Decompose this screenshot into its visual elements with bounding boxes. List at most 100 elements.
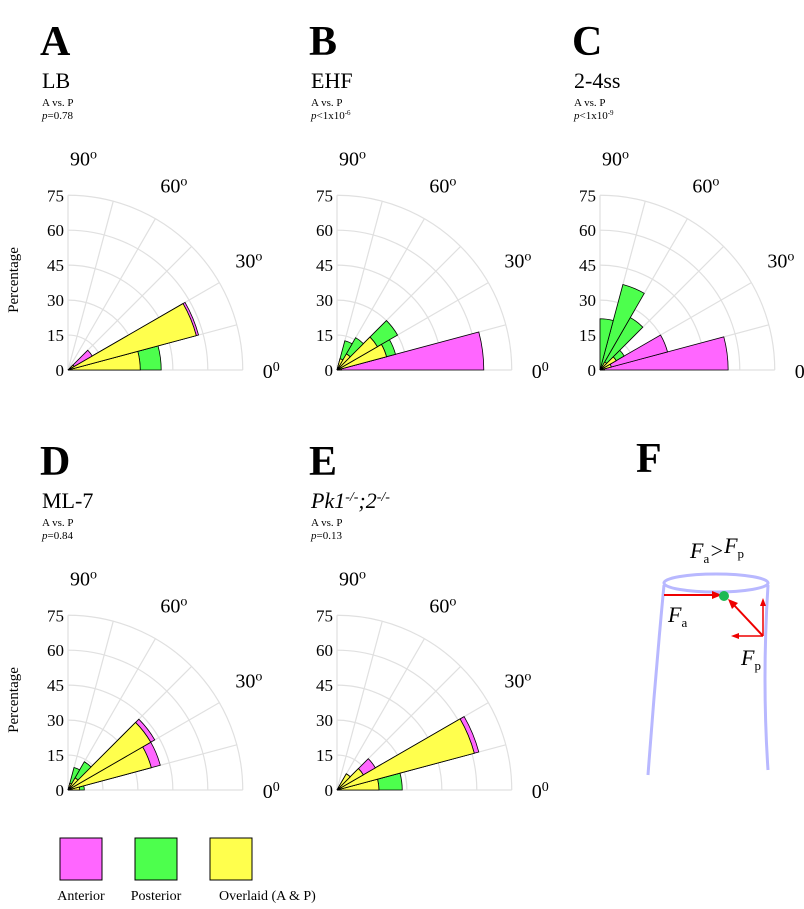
- angle-sup: o: [359, 567, 366, 582]
- angle-label: 30o: [235, 249, 262, 273]
- angle-label: 00: [532, 780, 549, 804]
- angle-label: 60o: [160, 594, 187, 618]
- angle-sup: o: [255, 669, 262, 684]
- r-tick-label: 75: [579, 186, 596, 205]
- r-tick-label: 75: [47, 606, 64, 625]
- symbol: F: [740, 645, 755, 670]
- angle-text: 60: [160, 596, 180, 618]
- angle-sup: o: [180, 174, 187, 189]
- subtitle: A vs. P: [311, 517, 343, 529]
- title-sup: -/-: [345, 490, 359, 505]
- angle-label: 90o: [70, 147, 97, 171]
- symbol: F: [689, 538, 704, 563]
- r-tick-label: 30: [47, 711, 64, 730]
- r-tick-label: 45: [316, 676, 333, 695]
- panel-title: LB: [42, 68, 70, 93]
- subscript: p: [738, 546, 745, 561]
- title-part: LB: [42, 68, 70, 93]
- panel-title: ML-7: [42, 488, 93, 513]
- angle-label: 60o: [429, 594, 456, 618]
- angle-label: 00: [263, 360, 280, 384]
- r-tick-label: 45: [579, 256, 596, 275]
- legend-label: Overlaid (A & P): [219, 889, 316, 904]
- r-tick-label: 60: [47, 221, 64, 240]
- angle-sup: o: [449, 174, 456, 189]
- angle-sup: 0: [273, 780, 280, 795]
- p-sup: -9: [608, 109, 614, 117]
- angle-text: 90: [70, 568, 90, 590]
- r-tick-label: 60: [579, 221, 596, 240]
- figure: ALBA vs. Pp=0.78Percentage0153045607590o…: [0, 0, 804, 909]
- r-tick-label: 15: [579, 326, 596, 345]
- legend-label: Anterior: [57, 889, 105, 904]
- subtitle: A vs. P: [311, 97, 343, 109]
- grid-spoke: [337, 621, 382, 790]
- r-tick-label: 60: [316, 641, 333, 660]
- diagram-letter: F: [636, 436, 662, 482]
- angle-label: 90o: [339, 567, 366, 591]
- force-a: Fa: [667, 602, 687, 630]
- angle-label: 60o: [160, 174, 187, 198]
- subtitle: A vs. P: [574, 97, 606, 109]
- r-tick-label: 15: [316, 326, 333, 345]
- symbol: >: [709, 538, 724, 563]
- angle-text: 0: [263, 361, 273, 383]
- panel-letter: B: [309, 19, 337, 65]
- angle-text: 30: [504, 671, 524, 693]
- r-tick-label: 0: [588, 361, 597, 380]
- angle-label: 00: [795, 360, 804, 384]
- y-axis-label: Percentage: [6, 247, 22, 313]
- angle-text: 30: [235, 671, 255, 693]
- force-p: Fp: [740, 645, 761, 673]
- r-tick-label: 30: [579, 291, 596, 310]
- panel-letter: A: [40, 19, 71, 65]
- angle-sup: o: [524, 669, 531, 684]
- legend-swatch: [135, 838, 177, 880]
- r-tick-label: 0: [325, 781, 334, 800]
- r-tick-label: 60: [316, 221, 333, 240]
- angle-text: 30: [504, 251, 524, 273]
- r-tick-label: 45: [316, 256, 333, 275]
- r-tick-label: 60: [47, 641, 64, 660]
- r-tick-label: 45: [47, 256, 64, 275]
- angle-text: 90: [339, 148, 359, 170]
- r-tick-label: 30: [316, 711, 333, 730]
- p-value: p<1x10-9: [573, 109, 614, 122]
- panel-title: EHF: [311, 68, 353, 93]
- angle-sup: 0: [273, 360, 280, 375]
- p-value: p=0.13: [310, 530, 342, 542]
- subscript: p: [754, 658, 761, 673]
- angle-sup: o: [359, 147, 366, 162]
- r-tick-label: 15: [316, 746, 333, 765]
- subtitle: A vs. P: [42, 517, 74, 529]
- panel-letter: C: [572, 19, 602, 65]
- angle-text: 90: [339, 568, 359, 590]
- angle-label: 30o: [504, 249, 531, 273]
- legend-swatch: [60, 838, 102, 880]
- angle-label: 00: [532, 360, 549, 384]
- legend-swatch: [210, 838, 252, 880]
- p-sup: -6: [345, 109, 351, 117]
- grid-spoke: [68, 201, 113, 370]
- y-axis-label: Percentage: [6, 667, 22, 733]
- force-relation: Fa>Fp: [689, 533, 744, 566]
- angle-label: 90o: [70, 567, 97, 591]
- r-tick-label: 75: [316, 606, 333, 625]
- r-tick-label: 75: [316, 186, 333, 205]
- angle-sup: o: [524, 249, 531, 264]
- p-value: p=0.84: [41, 530, 73, 542]
- r-tick-label: 30: [316, 291, 333, 310]
- p-text: <1x10: [317, 110, 346, 122]
- symbol: F: [667, 602, 682, 627]
- diagram-shapes: [648, 574, 768, 775]
- angle-label: 30o: [235, 669, 262, 693]
- angle-text: 30: [235, 251, 255, 273]
- angle-text: 60: [160, 176, 180, 198]
- r-tick-label: 0: [325, 361, 334, 380]
- angle-text: 0: [532, 361, 542, 383]
- angle-text: 60: [429, 176, 449, 198]
- angle-text: 30: [767, 251, 787, 273]
- r-tick-label: 0: [56, 361, 65, 380]
- angle-text: 90: [602, 148, 622, 170]
- angle-text: 60: [692, 176, 712, 198]
